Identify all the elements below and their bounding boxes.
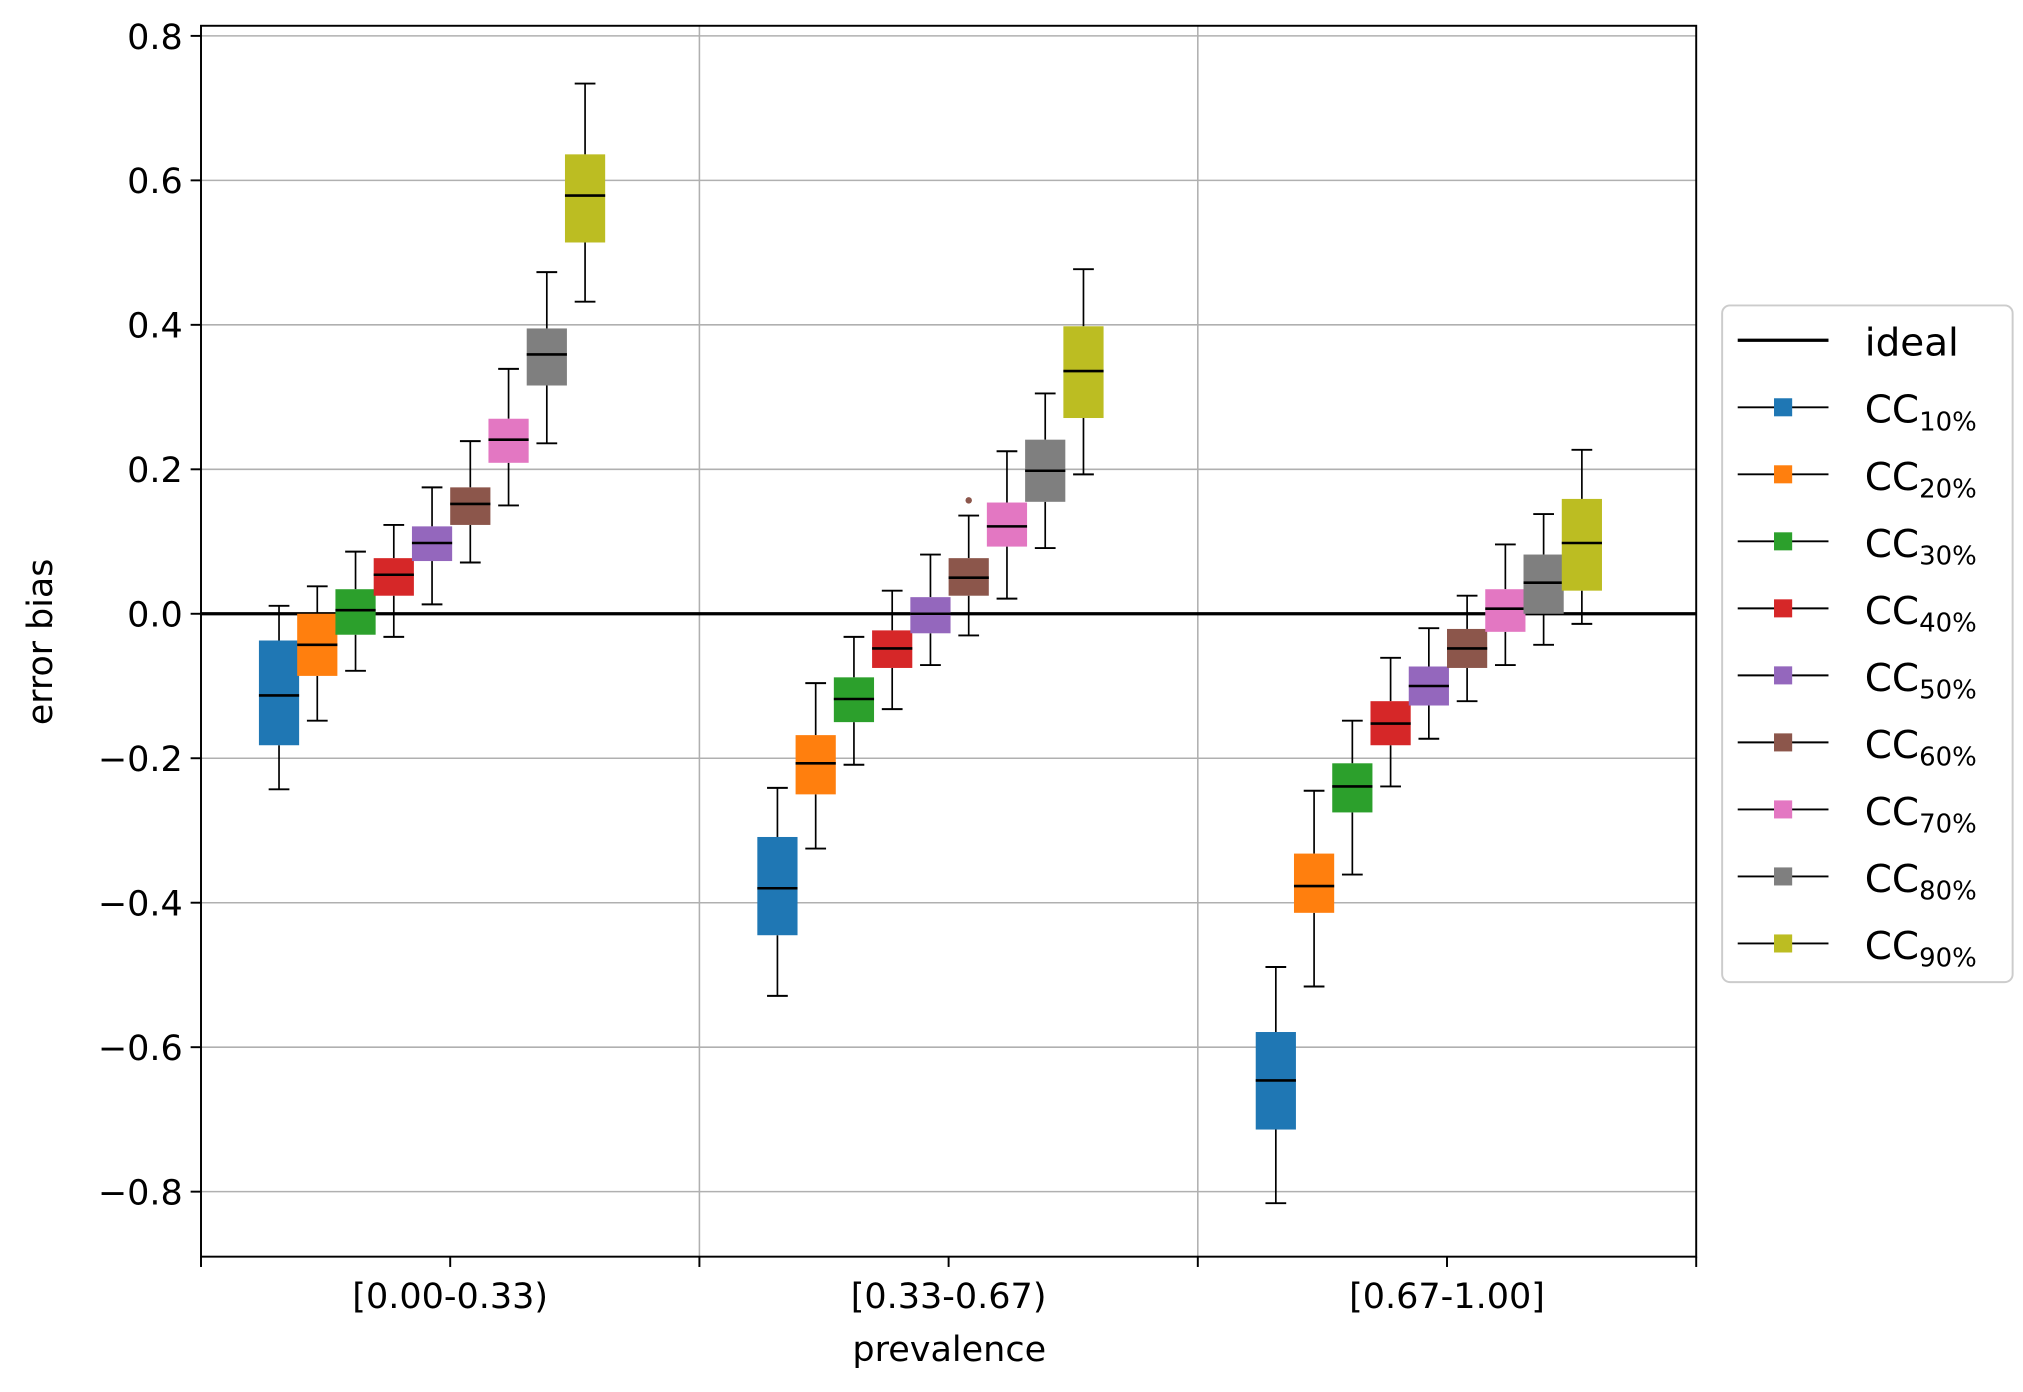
box-CC60% — [450, 440, 491, 564]
box-body — [258, 640, 300, 746]
y-tick-label: 0.0 — [127, 596, 183, 636]
y-tick-label: 0.8 — [127, 18, 183, 58]
box-CC30% — [1332, 719, 1373, 876]
box-CC50% — [910, 553, 951, 667]
legend-label-subscript: 20% — [1919, 475, 1977, 505]
legend-swatch — [1774, 532, 1793, 551]
box-CC60% — [1447, 594, 1488, 703]
legend-swatch — [1774, 934, 1793, 953]
legend-label-subscript: 90% — [1919, 944, 1977, 974]
y-tick-label: −0.8 — [98, 1174, 183, 1214]
box-CC20% — [795, 682, 836, 850]
box-CC20% — [1293, 789, 1335, 988]
box-CC10% — [258, 604, 300, 791]
legend-label-subscript: 10% — [1919, 408, 1977, 438]
box-body — [1293, 853, 1335, 913]
box-CC40% — [872, 589, 913, 711]
box-CC50% — [1408, 627, 1449, 740]
legend-swatch — [1774, 666, 1793, 685]
box-CC50% — [411, 486, 453, 606]
box-body — [1332, 763, 1373, 813]
box-CC70% — [986, 450, 1028, 600]
box-CC90% — [1561, 448, 1602, 625]
plot-frame — [200, 24, 1698, 1258]
legend-label-subscript: 50% — [1919, 676, 1977, 706]
box-body — [757, 836, 798, 936]
legend-swatch — [1774, 733, 1793, 752]
box-CC70% — [1485, 543, 1526, 667]
box-body — [795, 735, 836, 795]
legend-ideal-label: ideal — [1865, 321, 1959, 366]
y-axis: −0.8 −0.6 −0.4 −0.2 0.0 0.2 0.4 0.6 0.8 — [98, 18, 202, 1214]
box-CC70% — [488, 367, 529, 507]
box-body — [564, 154, 606, 243]
x-tick-label: [0.33-0.67) — [851, 1277, 1047, 1317]
x-tick-label: [0.00-0.33) — [352, 1277, 548, 1317]
box-body — [450, 487, 491, 525]
box-CC30% — [833, 635, 875, 766]
box-CC10% — [757, 786, 798, 997]
legend-swatch — [1774, 599, 1793, 618]
legend-label-subscript: 80% — [1919, 877, 1977, 907]
box-CC90% — [564, 82, 606, 303]
x-tick-label: [0.67-1.00] — [1349, 1277, 1545, 1317]
y-axis-label: error bias — [21, 559, 61, 725]
x-axis: [0.00-0.33) [0.33-0.67) [0.67-1.00] — [200, 1256, 1698, 1317]
y-tick-label: 0.2 — [127, 451, 183, 491]
box-body — [335, 589, 376, 635]
box-body — [1485, 589, 1526, 632]
y-tick-label: −0.2 — [98, 740, 183, 780]
legend-label-subscript: 70% — [1919, 810, 1977, 840]
box-CC30% — [335, 550, 376, 672]
box-body — [1523, 554, 1564, 614]
box-CC20% — [297, 585, 338, 722]
y-tick-label: −0.6 — [98, 1029, 183, 1069]
legend-swatch — [1774, 465, 1793, 484]
box-CC60% — [948, 497, 989, 637]
box-CC10% — [1255, 966, 1296, 1205]
box-CC80% — [1523, 513, 1564, 646]
legend-swatch — [1774, 867, 1793, 886]
box-CC90% — [1063, 268, 1104, 476]
y-tick-label: 0.4 — [127, 307, 183, 347]
legend-swatch — [1774, 398, 1793, 417]
box-CC80% — [1025, 392, 1066, 550]
box-body — [1561, 498, 1602, 591]
legend-swatch — [1774, 800, 1793, 819]
x-axis-label: prevalence — [852, 1330, 1046, 1370]
legend-label-subscript: 30% — [1919, 542, 1977, 572]
legend-label-subscript: 40% — [1919, 609, 1977, 639]
legend-label-subscript: 60% — [1919, 743, 1977, 773]
box-CC40% — [1370, 656, 1411, 788]
legend: ideal CC10%CC20%CC30%CC40%CC50%CC60%CC70… — [1721, 304, 2014, 984]
box-body — [373, 558, 414, 596]
outlier-point — [965, 497, 972, 504]
boxes — [258, 82, 1602, 1205]
box-body — [526, 328, 567, 386]
box-body — [986, 502, 1028, 547]
box-CC40% — [373, 523, 414, 638]
box-CC80% — [526, 271, 567, 445]
y-tick-label: −0.4 — [98, 885, 183, 925]
y-tick-label: 0.6 — [127, 162, 183, 202]
box-body — [910, 597, 951, 634]
